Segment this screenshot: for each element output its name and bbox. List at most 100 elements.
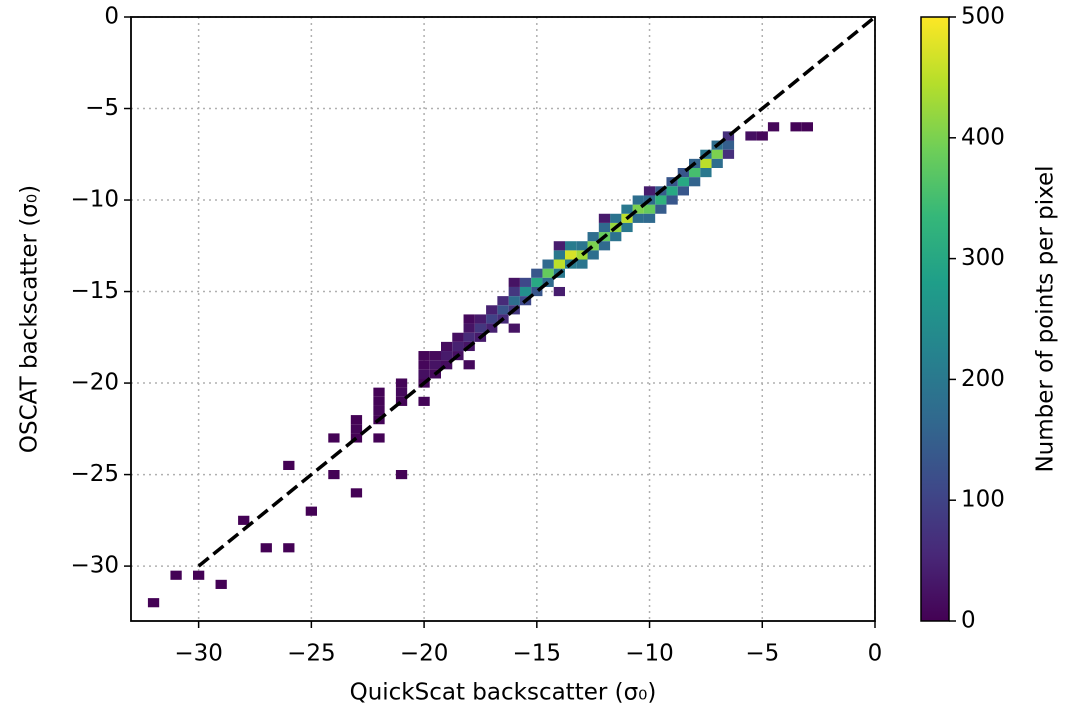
hist-cell — [598, 241, 611, 251]
hist-cell — [486, 323, 498, 333]
hist-cell — [632, 213, 644, 223]
hist-cell — [542, 277, 554, 287]
hist-cell — [373, 387, 385, 397]
hist-cell — [632, 195, 644, 205]
hist-cell — [441, 351, 453, 361]
hist-cell — [474, 323, 487, 333]
y-axis-label: OSCAT backscatter (σ₀) — [17, 185, 43, 453]
hist-cell — [677, 168, 689, 178]
hist-cell — [497, 296, 509, 306]
hist-cell — [700, 158, 712, 168]
colorbar-tick-label: 500 — [961, 4, 1005, 30]
hist-cell — [587, 232, 599, 242]
hist-cell — [350, 433, 363, 443]
hist-cell — [553, 259, 565, 269]
hist-cell — [700, 168, 712, 178]
colorbar-tick-label: 0 — [961, 608, 976, 634]
hist-cell — [542, 259, 554, 269]
hist-cell — [283, 460, 295, 470]
y-tick-label: −10 — [70, 187, 119, 213]
hist-cell — [767, 122, 780, 132]
hist-cell — [531, 286, 543, 297]
hist-cell — [418, 369, 430, 379]
hist-cell — [441, 341, 453, 352]
hist-cell — [689, 168, 701, 178]
hist-cell — [395, 396, 408, 406]
hist-cell — [632, 204, 644, 214]
hist-cell — [328, 470, 340, 480]
hist-cell — [655, 195, 667, 205]
hist-cell — [508, 277, 520, 287]
hist-cell — [553, 250, 565, 260]
x-tick-label: −20 — [400, 641, 449, 667]
y-tick-label: −30 — [70, 553, 119, 579]
hist-cell — [722, 149, 735, 159]
hist-cell — [463, 360, 475, 370]
hist-cell — [429, 351, 441, 361]
hist-cell — [170, 570, 182, 580]
hist-cell — [147, 598, 160, 608]
hist-cell — [677, 177, 689, 187]
hist-cell — [508, 286, 520, 297]
hist-cell — [215, 579, 227, 589]
hist-cell — [486, 314, 498, 324]
hist-cell — [350, 415, 363, 425]
hist-cell — [677, 186, 689, 196]
hist-cell — [621, 222, 633, 233]
hist-cell — [373, 396, 385, 406]
hist-cell — [610, 232, 622, 242]
hist-cell — [463, 314, 475, 324]
hist-cell — [508, 323, 520, 333]
hist-cell — [395, 387, 408, 397]
hist-cell — [328, 433, 340, 443]
hist-cell — [497, 305, 509, 315]
hist-cell — [418, 351, 430, 361]
x-tick-label: −30 — [174, 641, 223, 667]
hist-cell — [350, 488, 363, 498]
colorbar — [920, 16, 950, 622]
y-tick-label: 0 — [104, 4, 119, 30]
hist-cell — [643, 213, 656, 223]
hist-cell — [621, 204, 633, 214]
x-tick-label: −15 — [513, 641, 562, 667]
x-tick-label: 0 — [868, 641, 883, 667]
hist-cell — [463, 332, 475, 342]
hist-cell — [598, 222, 611, 233]
hist-cell — [801, 122, 813, 132]
hist-cell — [689, 177, 701, 187]
hist-cell — [452, 341, 464, 352]
reference-line — [197, 15, 877, 568]
y-tick-label: −20 — [70, 370, 119, 396]
hist-cell — [531, 268, 543, 278]
hist-cell — [519, 277, 532, 287]
y-tick-label: −15 — [70, 278, 119, 304]
hist-cell — [474, 314, 487, 324]
hist-cell — [531, 277, 543, 287]
hist-cell — [790, 122, 802, 132]
hist-cell — [722, 140, 735, 150]
hist-cell — [576, 250, 588, 260]
x-tick-label: −10 — [625, 641, 674, 667]
hist-cell — [260, 543, 272, 553]
hist-cell — [452, 332, 464, 342]
hist-cell — [395, 378, 408, 388]
hist-cell — [643, 186, 656, 196]
hist-cell — [283, 543, 295, 553]
hist-cell — [418, 360, 430, 370]
x-tick-label: −25 — [287, 641, 336, 667]
hist-cell — [373, 405, 385, 416]
hist-cell — [711, 158, 723, 168]
hist-cell — [587, 250, 599, 260]
hist-cell — [519, 286, 532, 297]
hist-cell — [238, 515, 250, 525]
hist-cell — [587, 241, 599, 251]
hist-cell — [745, 131, 757, 141]
hist-cell — [418, 396, 430, 406]
hist-cell — [643, 204, 656, 214]
x-axis-label: QuickScat backscatter (σ₀) — [350, 680, 657, 706]
colorbar-label: Number of points per pixel — [1033, 165, 1059, 472]
hist-cell — [576, 241, 588, 251]
y-tick-label: −5 — [85, 95, 119, 121]
hist-cell — [722, 131, 735, 141]
